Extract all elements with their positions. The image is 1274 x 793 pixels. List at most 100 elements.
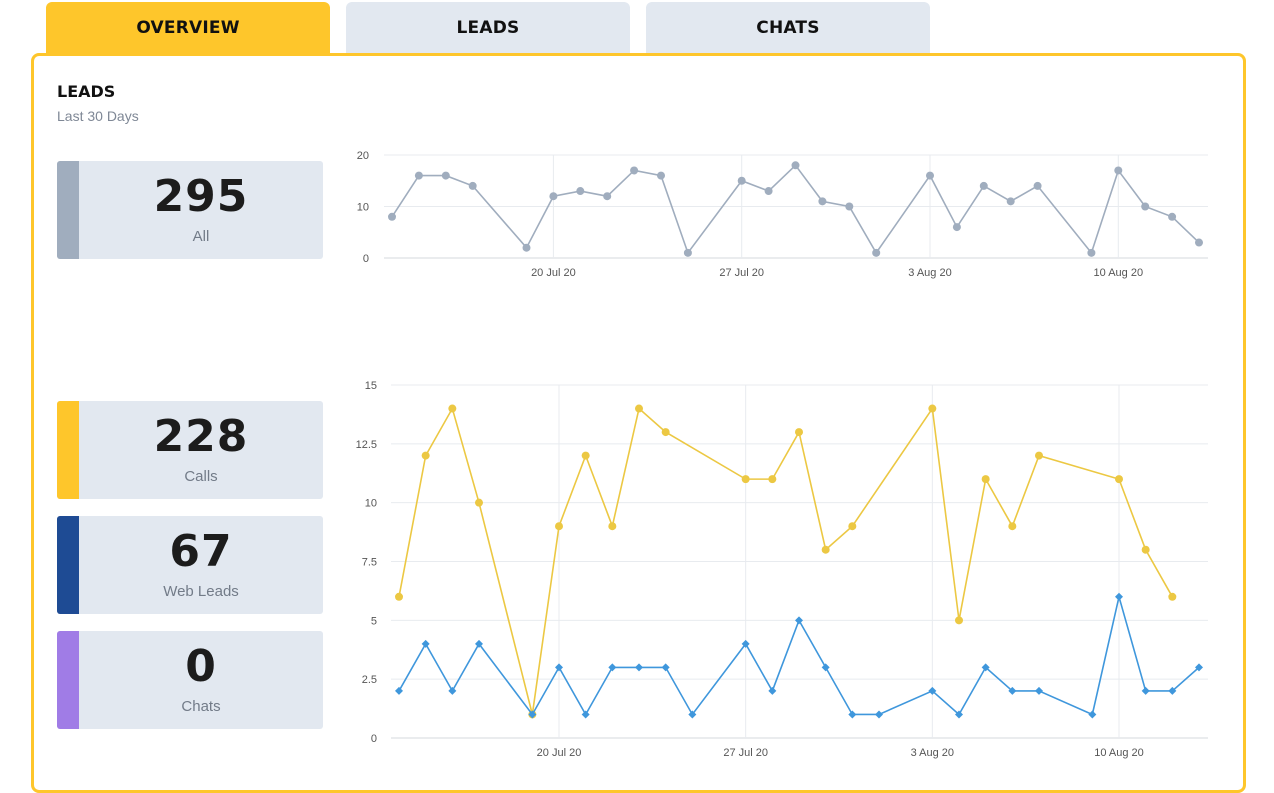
stat-label: All bbox=[192, 228, 210, 245]
data-point bbox=[608, 663, 617, 672]
stat-color-strip bbox=[57, 516, 79, 614]
data-point bbox=[1035, 451, 1043, 460]
data-point bbox=[441, 171, 450, 180]
data-point bbox=[928, 404, 937, 413]
data-point bbox=[1087, 248, 1096, 257]
stat-card-web-leads: 67 Web Leads bbox=[57, 516, 323, 614]
data-point bbox=[661, 428, 670, 437]
leads-charts: 0 10 20 20 Jul 20 27 Jul 20 3 Aug 20 10 Aug 20… bbox=[356, 150, 1208, 759]
data-point bbox=[448, 686, 457, 695]
data-point bbox=[1008, 522, 1017, 531]
data-point bbox=[955, 616, 963, 625]
x-tick-label: 10 Aug 20 bbox=[1094, 747, 1144, 759]
data-point bbox=[1114, 166, 1123, 175]
data-point bbox=[549, 192, 558, 201]
data-point bbox=[1141, 545, 1150, 554]
stat-label: Calls bbox=[184, 468, 218, 485]
stat-card-all: 295 All bbox=[57, 161, 323, 259]
data-point bbox=[741, 639, 750, 648]
data-point bbox=[581, 451, 590, 460]
x-tick-label: 3 Aug 20 bbox=[911, 747, 954, 759]
data-point bbox=[555, 522, 563, 531]
series-line bbox=[391, 164, 1200, 255]
data-point bbox=[1168, 592, 1177, 601]
y-tick-label: 5 bbox=[371, 615, 377, 627]
data-point bbox=[928, 686, 937, 695]
y-tick-label: 0 bbox=[363, 253, 369, 265]
data-point bbox=[1035, 686, 1043, 695]
data-point bbox=[635, 663, 643, 672]
data-point bbox=[421, 639, 430, 648]
data-point bbox=[764, 187, 773, 196]
stat-value: 295 bbox=[153, 171, 249, 222]
stat-value: 67 bbox=[169, 526, 233, 577]
data-point bbox=[981, 475, 990, 484]
y-tick-label: 0 bbox=[371, 733, 377, 745]
data-point bbox=[1195, 238, 1203, 247]
data-point bbox=[795, 616, 803, 625]
data-point bbox=[1006, 197, 1015, 206]
data-point bbox=[1008, 686, 1017, 695]
data-point bbox=[791, 161, 800, 170]
data-point bbox=[581, 710, 590, 719]
data-point bbox=[635, 404, 643, 413]
data-point bbox=[955, 710, 963, 719]
stat-color-strip bbox=[57, 161, 79, 259]
tab-overview[interactable]: OVERVIEW bbox=[46, 2, 330, 53]
data-point bbox=[522, 243, 531, 252]
x-tick-label: 27 Jul 20 bbox=[719, 267, 764, 279]
data-point bbox=[395, 592, 403, 601]
data-point bbox=[979, 181, 988, 190]
data-point bbox=[688, 710, 697, 719]
stat-color-strip bbox=[57, 631, 79, 729]
data-point bbox=[1168, 212, 1177, 221]
data-point bbox=[683, 248, 692, 257]
x-tick-label: 20 Jul 20 bbox=[531, 267, 576, 279]
data-point bbox=[421, 451, 430, 460]
data-point bbox=[608, 522, 617, 531]
data-point bbox=[848, 710, 857, 719]
section-subtitle: Last 30 Days bbox=[57, 108, 139, 124]
x-tick-label: 10 Aug 20 bbox=[1094, 267, 1144, 279]
data-point bbox=[926, 171, 934, 180]
data-point bbox=[1141, 686, 1150, 695]
data-point bbox=[468, 181, 477, 190]
data-point bbox=[657, 171, 665, 180]
data-point bbox=[388, 212, 396, 221]
data-point bbox=[981, 663, 990, 672]
tab-chats[interactable]: CHATS bbox=[646, 2, 930, 53]
data-point bbox=[1168, 686, 1177, 695]
x-tick-label: 20 Jul 20 bbox=[537, 747, 582, 759]
x-tick-label: 3 Aug 20 bbox=[908, 267, 951, 279]
data-point bbox=[845, 202, 854, 211]
y-tick-label: 10 bbox=[365, 498, 377, 510]
y-tick-label: 10 bbox=[357, 202, 369, 214]
data-point bbox=[1141, 202, 1150, 211]
data-point bbox=[1088, 710, 1097, 719]
data-point bbox=[872, 248, 881, 257]
tab-leads[interactable]: LEADS bbox=[346, 2, 630, 53]
stat-value: 228 bbox=[153, 411, 249, 462]
stat-label: Web Leads bbox=[163, 583, 239, 600]
data-point bbox=[952, 223, 961, 232]
data-point bbox=[1033, 181, 1042, 190]
data-point bbox=[821, 663, 830, 672]
data-point bbox=[555, 663, 563, 672]
stat-card-chats: 0 Chats bbox=[57, 631, 323, 729]
data-point bbox=[818, 197, 827, 206]
stat-label: Chats bbox=[181, 698, 221, 715]
data-point bbox=[661, 663, 670, 672]
stat-card-calls: 228 Calls bbox=[57, 401, 323, 499]
y-tick-label: 2.5 bbox=[362, 674, 377, 686]
data-point bbox=[630, 166, 639, 175]
y-tick-label: 7.5 bbox=[362, 557, 377, 569]
x-tick-label: 27 Jul 20 bbox=[723, 747, 768, 759]
data-point bbox=[576, 187, 585, 196]
y-tick-label: 15 bbox=[365, 380, 377, 392]
stat-value: 0 bbox=[185, 641, 217, 692]
data-point bbox=[741, 475, 750, 484]
data-point bbox=[395, 686, 403, 695]
y-tick-label: 20 bbox=[357, 150, 369, 162]
data-point bbox=[1195, 663, 1203, 672]
data-point bbox=[475, 498, 483, 507]
